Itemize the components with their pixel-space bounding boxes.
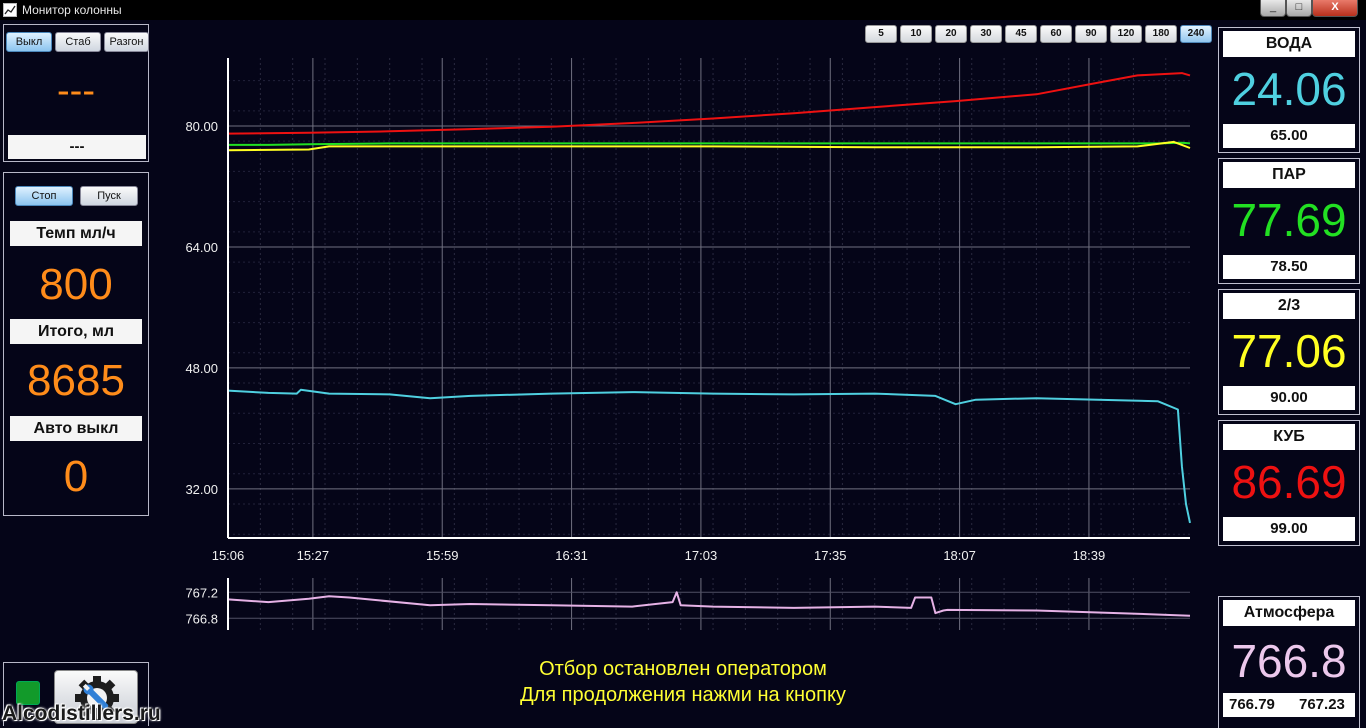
mode-boost-button[interactable]: Разгон <box>104 32 149 52</box>
x-tick-label: 17:03 <box>685 548 718 563</box>
timeframe-button-45[interactable]: 45 <box>1005 25 1037 43</box>
settings-button[interactable] <box>54 670 138 724</box>
y-tick-label: 80.00 <box>185 119 218 134</box>
pressure-chart-axes: 766.8 767.2 <box>185 578 229 630</box>
sensor-vapor-name: ПАР <box>1223 162 1355 188</box>
sensor-cube-value: 86.69 <box>1231 456 1347 508</box>
sensor-two-thirds: 2/3 77.06 90.00 <box>1218 289 1360 415</box>
y-tick-label: 48.00 <box>185 361 218 376</box>
sensor-atmosphere: Атмосфера 766.8 766.79 767.23 <box>1218 596 1360 728</box>
sensor-vapor-value: 77.69 <box>1231 194 1347 246</box>
series-line-3 <box>227 388 1191 524</box>
window-title: Монитор колонны <box>22 3 122 17</box>
x-tick-label: 16:31 <box>555 548 588 563</box>
sensor-two-thirds-name: 2/3 <box>1223 293 1355 319</box>
sensor-water-setpoint[interactable]: 65.00 <box>1223 124 1355 148</box>
pressure-line-0 <box>227 591 1191 617</box>
main-chart-axes: 15:06 15:27 15:59 16:31 17:03 17:35 18:07 18:39… <box>185 58 1190 563</box>
rate-label: Темп мл/ч <box>10 221 142 246</box>
mode-off-button[interactable]: Выкл <box>6 32 52 52</box>
main-chart-series <box>227 72 1191 524</box>
feed-panel: Стоп Пуск Темп мл/ч 800 Итого, мл 8685 А… <box>3 172 149 516</box>
x-tick-label: 15:27 <box>297 548 330 563</box>
auto-off-value: 0 <box>63 452 89 501</box>
pressure-chart-series <box>227 591 1191 617</box>
y-tick-label: 64.00 <box>185 240 218 255</box>
x-tick-label: 18:39 <box>1073 548 1106 563</box>
status-line-1: Отбор остановлен оператором <box>539 658 827 680</box>
series-line-2 <box>227 140 1191 152</box>
timeframe-button-90[interactable]: 90 <box>1075 25 1107 43</box>
start-button[interactable]: Пуск <box>80 186 138 206</box>
sensor-vapor: ПАР 77.69 78.50 <box>1218 158 1360 284</box>
gear-wrench-icon <box>75 676 119 720</box>
mode-stab-button[interactable]: Стаб <box>55 32 101 52</box>
timeframe-button-5[interactable]: 5 <box>865 25 897 43</box>
sensor-atmosphere-value: 766.8 <box>1231 635 1347 687</box>
mode-panel: Выкл Стаб Разгон --- --- <box>3 24 149 162</box>
sensor-vapor-setpoint[interactable]: 78.50 <box>1223 255 1355 279</box>
sensor-atmosphere-range: 766.79 767.23 <box>1223 693 1355 717</box>
sensor-cube-name: КУБ <box>1223 424 1355 450</box>
series-line-1 <box>228 141 1191 146</box>
sensor-water-value: 24.06 <box>1231 63 1347 115</box>
atmosphere-min: 766.79 <box>1229 696 1275 713</box>
x-tick-label: 17:35 <box>814 548 847 563</box>
stop-button[interactable]: Стоп <box>15 186 73 206</box>
title-bar: Монитор колонны _ □ X <box>0 0 1366 20</box>
x-tick-label: 18:07 <box>943 548 976 563</box>
x-tick-label: 15:06 <box>212 548 245 563</box>
mode-status: --- <box>8 135 146 159</box>
timeframe-button-180[interactable]: 180 <box>1145 25 1177 43</box>
total-label: Итого, мл <box>10 319 142 344</box>
control-panel <box>3 662 149 726</box>
atmosphere-max: 767.23 <box>1299 696 1345 713</box>
sensor-two-thirds-setpoint[interactable]: 90.00 <box>1223 386 1355 410</box>
monitor-icon <box>3 3 17 17</box>
total-value: 8685 <box>27 356 125 405</box>
main-chart-grid <box>227 58 1190 538</box>
maximize-button[interactable]: □ <box>1286 0 1312 17</box>
sensor-water-name: ВОДА <box>1223 31 1355 57</box>
timeframe-button-20[interactable]: 20 <box>935 25 967 43</box>
sensor-two-thirds-value: 77.06 <box>1231 325 1347 377</box>
series-line-0 <box>227 72 1191 135</box>
y-tick-label: 32.00 <box>185 482 218 497</box>
status-line-2: Для продолжения нажми на кнопку <box>520 684 846 706</box>
watermark: Alcodistillers.ru <box>2 702 161 725</box>
timeframe-button-240[interactable]: 240 <box>1180 25 1212 43</box>
mode-value: --- <box>57 70 95 112</box>
timeframe-button-120[interactable]: 120 <box>1110 25 1142 43</box>
sensor-cube: КУБ 86.69 99.00 <box>1218 420 1360 546</box>
x-tick-label: 15:59 <box>426 548 459 563</box>
timeframe-button-10[interactable]: 10 <box>900 25 932 43</box>
sensor-atmosphere-name: Атмосфера <box>1223 600 1355 626</box>
minimize-button[interactable]: _ <box>1260 0 1286 17</box>
green-square-icon <box>16 681 40 705</box>
pressure-chart-grid <box>227 578 1190 630</box>
timeframe-button-60[interactable]: 60 <box>1040 25 1072 43</box>
rate-value: 800 <box>39 260 113 309</box>
y-tick-label: 766.8 <box>185 611 218 626</box>
close-button[interactable]: X <box>1312 0 1358 17</box>
auto-off-label: Авто выкл <box>10 416 142 441</box>
temperature-chart: 15:06 15:27 15:59 16:31 17:03 17:35 18:07 18:39… <box>185 58 1191 630</box>
sensor-water: ВОДА 24.06 65.00 <box>1218 27 1360 153</box>
y-tick-label: 767.2 <box>185 585 218 600</box>
timeframe-button-30[interactable]: 30 <box>970 25 1002 43</box>
sensor-cube-setpoint[interactable]: 99.00 <box>1223 517 1355 541</box>
